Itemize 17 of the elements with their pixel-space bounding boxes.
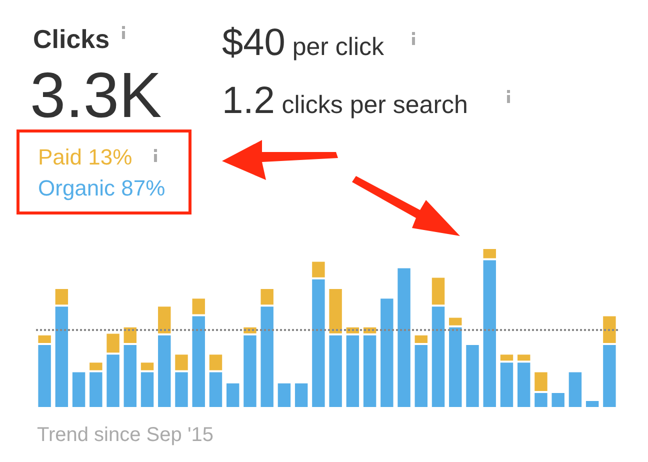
- chart-title: Clicks: [33, 24, 110, 55]
- bar: [276, 382, 292, 408]
- bar: [568, 371, 583, 408]
- bar: [294, 382, 309, 408]
- bar: [465, 344, 480, 408]
- bar: [71, 371, 86, 408]
- bar: [396, 267, 412, 408]
- text: 1.2 clicks per search: [222, 80, 468, 122]
- text: 3.3K: [30, 58, 162, 132]
- text: Organic 87%: [38, 176, 166, 200]
- bar: [550, 392, 566, 408]
- bar: [380, 298, 394, 408]
- text: Paid 13%: [38, 144, 132, 170]
- bar: [584, 400, 600, 408]
- text: Trend since Sep '15: [37, 424, 214, 447]
- bar: [225, 382, 240, 408]
- text: $40 per click: [222, 22, 384, 64]
